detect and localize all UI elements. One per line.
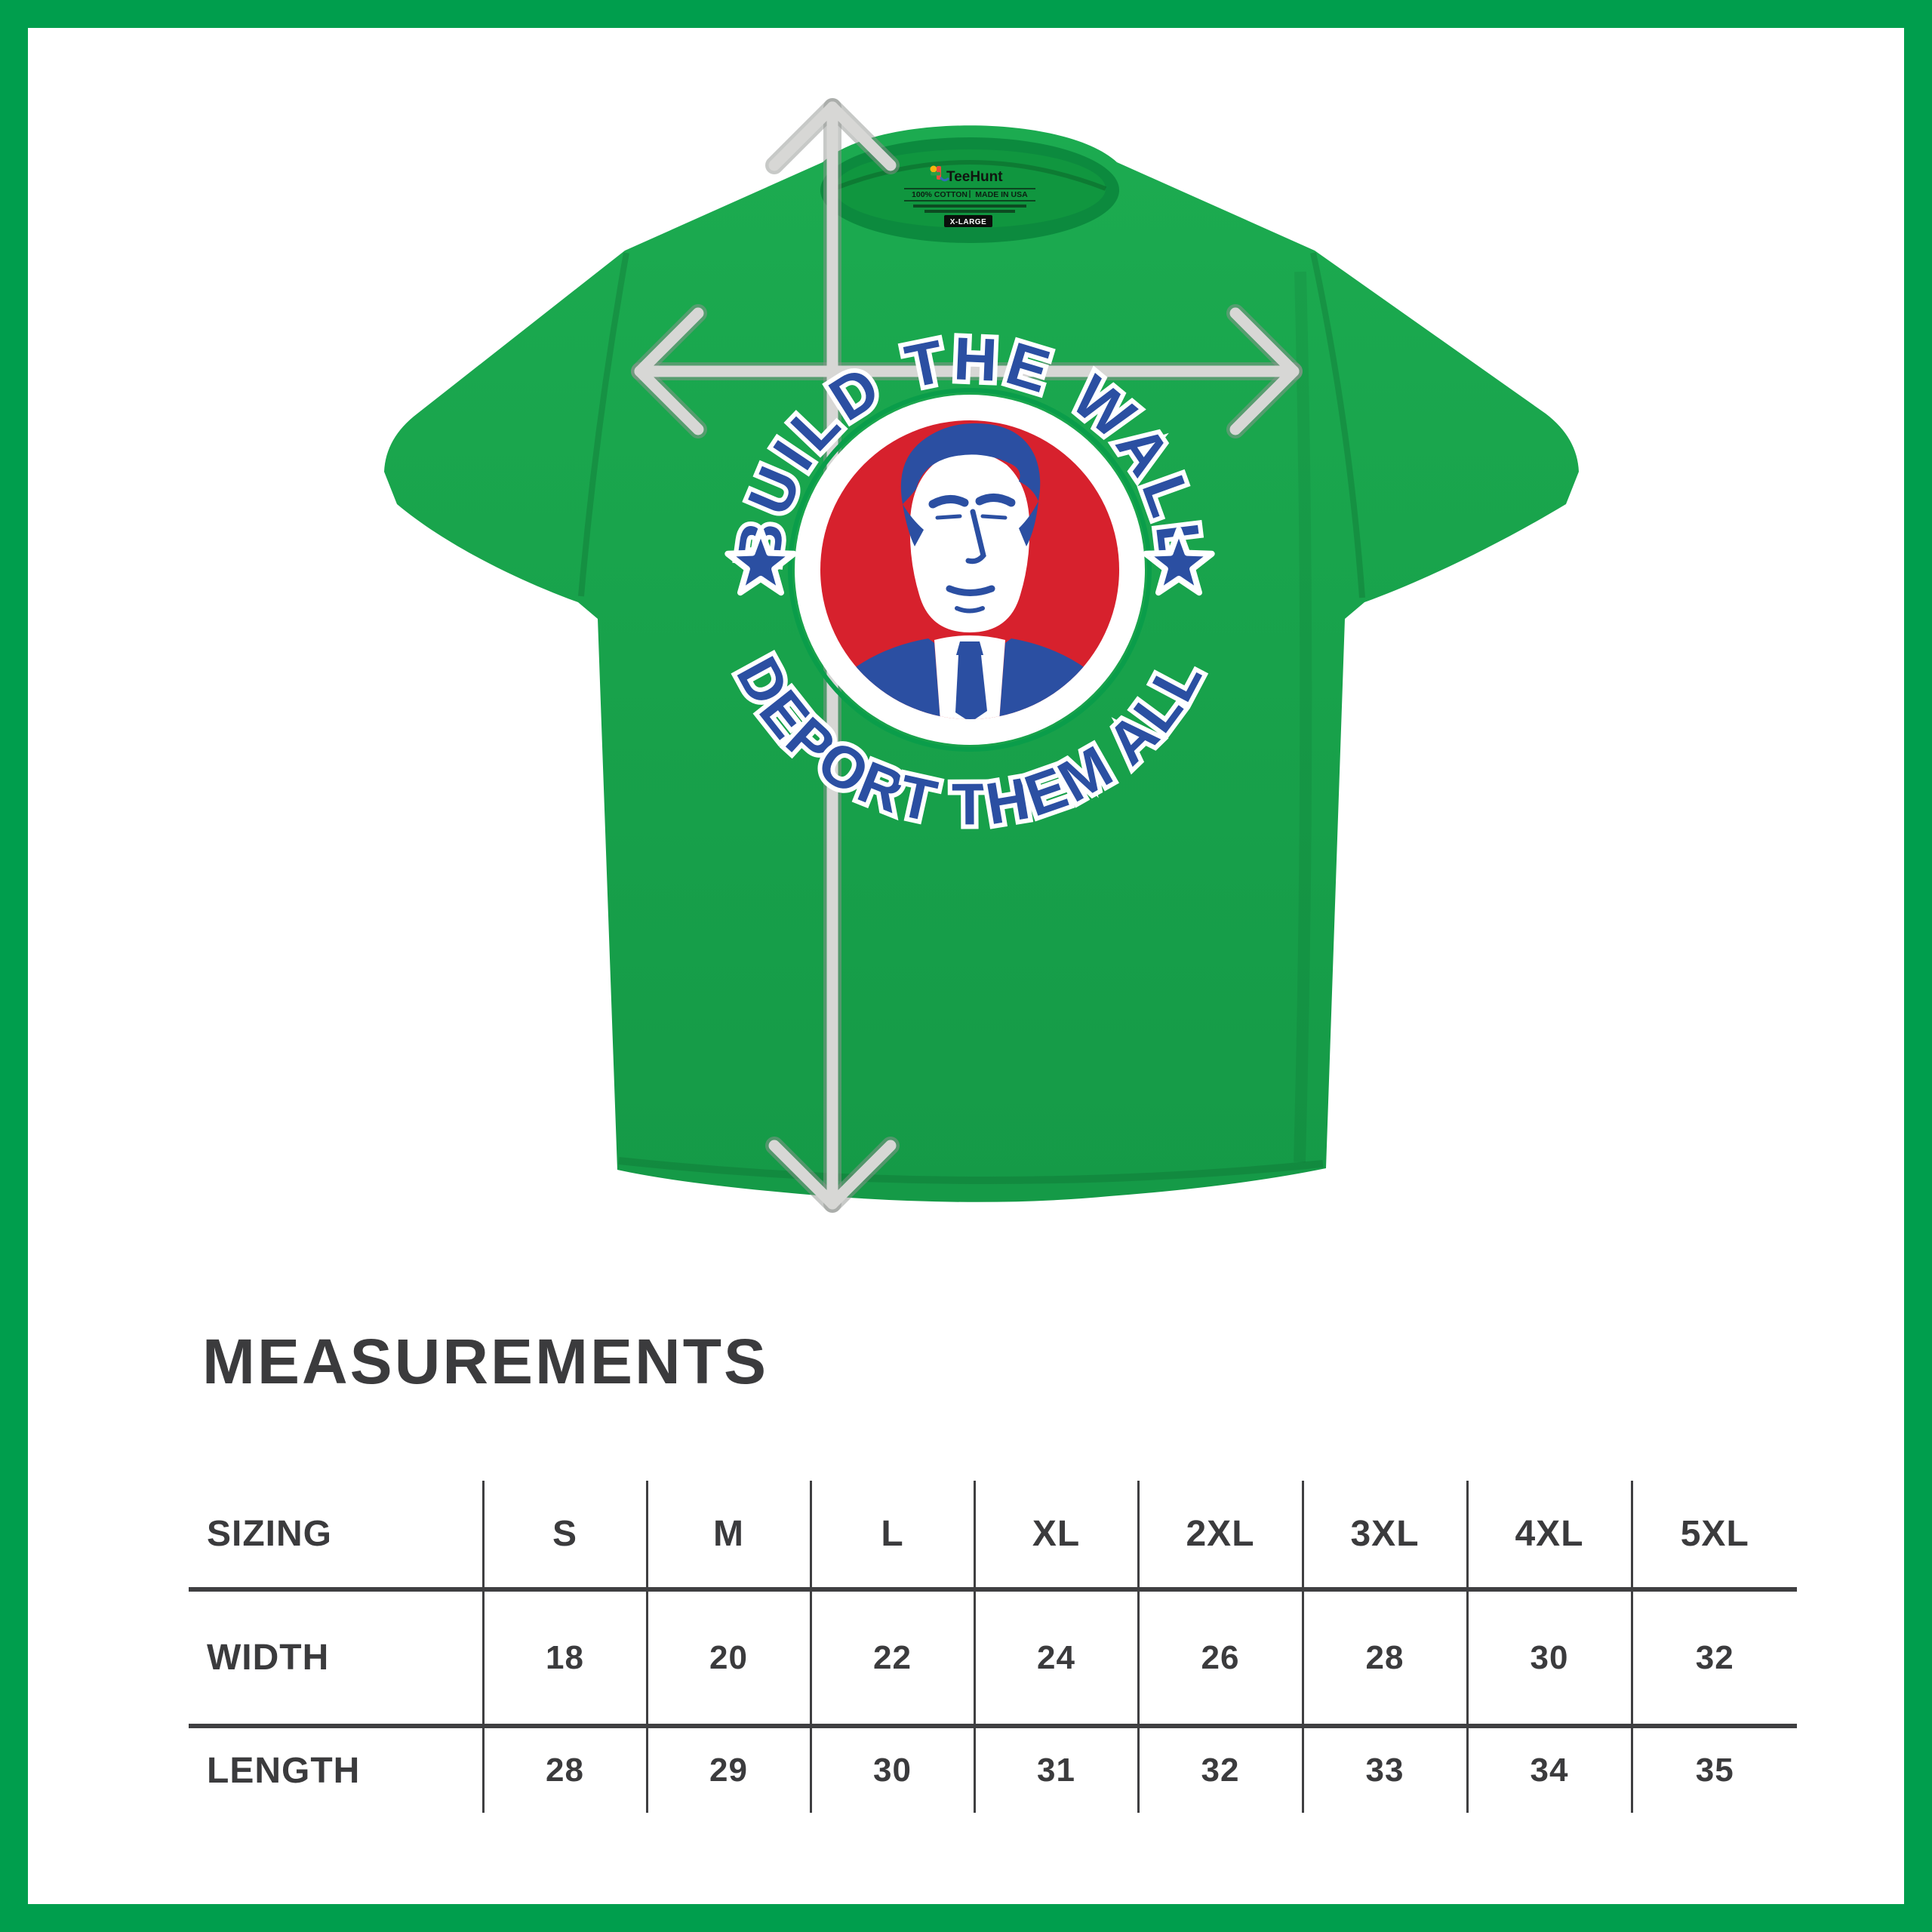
right-star-icon [1143,527,1215,596]
table-cell: 28 [481,1724,647,1813]
table-cell: 18 [481,1587,647,1726]
length-arrow-bottom-head [768,1140,897,1210]
label-material: 100% COTTON [912,190,968,199]
left-armhole-seam [578,252,629,597]
width-arrow-left-head [634,307,704,435]
table-cell: 30 [1466,1587,1632,1726]
length-arrow-top-head [768,101,897,171]
table-cell: 22 [809,1587,974,1726]
header-size-xl: XL [973,1481,1138,1589]
size-tag-text: X-LARGE [950,218,987,226]
table-cell: 28 [1301,1587,1467,1726]
header-size-4xl: 4XL [1466,1481,1632,1589]
left-star-icon [724,527,797,596]
header-size-5xl: 5XL [1630,1481,1797,1589]
length-row: LENGTH 28 29 30 31 32 33 34 35 [189,1724,1797,1813]
table-cell: 32 [1137,1724,1303,1813]
size-tag-chip [944,215,992,227]
table-cell: 26 [1137,1587,1303,1726]
brand-name: TeeHunt [946,169,1003,185]
header-size-3xl: 3XL [1301,1481,1467,1589]
header-sizing: SIZING [207,1514,333,1554]
tshirt-illustration: TeeHunt 100% COTTON MADE IN USA X-LARGE [384,98,1579,1213]
collar-inner-shadow [832,160,1107,191]
row-label-cell: WIDTH [189,1587,483,1726]
header-size-m: M [645,1481,811,1589]
table-cell: 34 [1466,1724,1632,1813]
table-cell: 30 [809,1724,974,1813]
table-header-row: SIZING S M L XL 2XL 3XL 4XL 5XL [189,1481,1797,1589]
measurements-title: MEASUREMENTS [202,1326,769,1397]
width-arrow-right-head [1229,307,1300,435]
label-origin: MADE IN USA [975,190,1028,199]
table-cell: 32 [1630,1587,1797,1726]
header-size-l: L [809,1481,974,1589]
badge-green-ring [788,388,1152,752]
shirt-graphic-badge: BUILD THE WALL DEPORT THEM ALL [719,320,1217,841]
care-text-line [913,205,1026,208]
table-cell: 33 [1301,1724,1467,1813]
brand-logo-icon [930,165,949,182]
header-size-s: S [481,1481,647,1589]
header-size-2xl: 2XL [1137,1481,1303,1589]
table-cell: 29 [645,1724,811,1813]
table-cell: 20 [645,1587,811,1726]
neck-label: TeeHunt 100% COTTON MADE IN USA X-LARGE [904,165,1035,227]
table-cell: 31 [973,1724,1138,1813]
sizing-table: SIZING S M L XL 2XL 3XL 4XL 5XL WIDTH 18… [189,1481,1797,1813]
fabric-crease [1294,271,1312,1163]
row-label-cell: LENGTH [189,1724,483,1813]
right-armhole-seam [1310,252,1365,598]
care-text-line [924,210,1015,213]
width-row: WIDTH 18 20 22 24 26 28 30 32 [189,1587,1797,1726]
table-cell: 35 [1630,1724,1797,1813]
table-cell: 24 [973,1587,1138,1726]
hem-shadow [618,1157,1324,1185]
